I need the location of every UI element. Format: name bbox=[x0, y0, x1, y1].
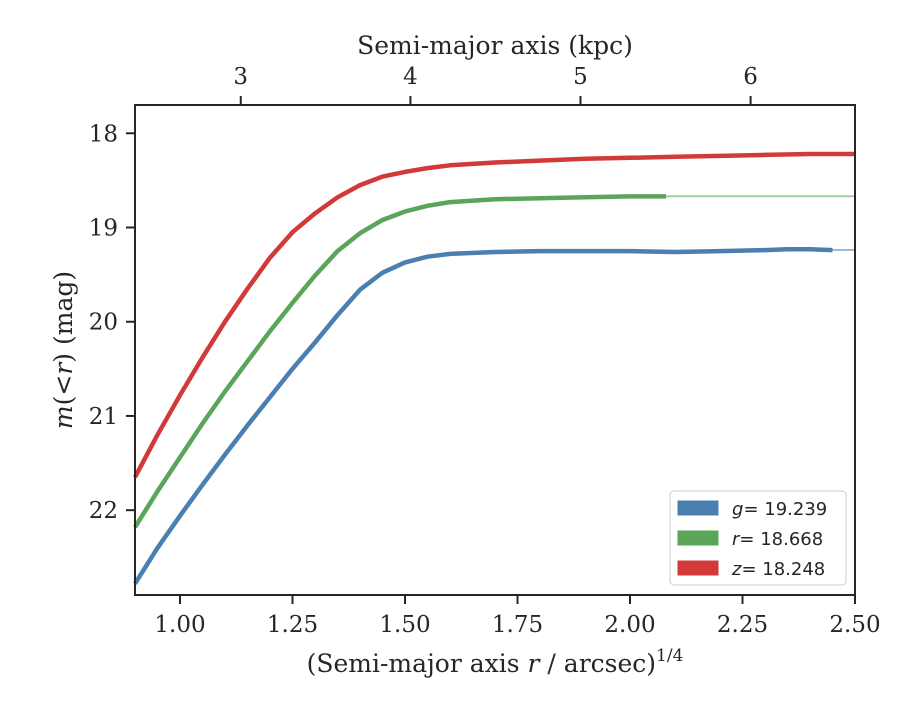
legend-label-g: g= 19.239 bbox=[732, 499, 827, 520]
y-axis-title: m(<r) (mag) bbox=[49, 271, 78, 429]
y-axis-title-unit: (mag) bbox=[49, 271, 78, 353]
y-axis-title-var: r bbox=[49, 361, 78, 375]
legend-swatch-g bbox=[677, 500, 719, 516]
legend-label-z: z= 18.248 bbox=[731, 559, 825, 580]
legend-value-z: = 18.248 bbox=[741, 559, 825, 580]
y-axis-title-func: m bbox=[49, 405, 78, 429]
x-tick-label: 1.75 bbox=[492, 612, 543, 638]
legend-value-g: = 19.239 bbox=[743, 499, 827, 520]
plot-frame bbox=[134, 104, 856, 596]
ticks-layer: 1.00 1.25 1.50 1.75 2.00 2.25 2.50 18 19 20 21 22 3 4… bbox=[89, 64, 881, 638]
x-axis-title-suffix: / arcsec) bbox=[539, 649, 656, 678]
x-axis-title: (Semi-major axis r / arcsec)1/4 bbox=[307, 646, 684, 678]
legend-value-r: = 18.668 bbox=[739, 529, 823, 550]
y-axis-title-lt: < bbox=[49, 375, 78, 396]
legend-swatch-r bbox=[677, 530, 719, 546]
curves-layer bbox=[133, 151, 855, 585]
legend-var-g: g bbox=[732, 499, 743, 520]
y-tick-label: 21 bbox=[89, 404, 118, 430]
y-tick-label: 19 bbox=[89, 216, 118, 242]
series-line-g bbox=[133, 246, 833, 585]
x2-tick-label: 3 bbox=[233, 64, 248, 90]
legend-swatch-z bbox=[677, 560, 719, 576]
y-tick-label: 18 bbox=[89, 121, 118, 147]
y-tick-label: 20 bbox=[89, 310, 118, 336]
y-axis-title-open: ( bbox=[49, 396, 78, 406]
x-tick-label: 2.25 bbox=[717, 612, 768, 638]
x-axis-title-prefix: (Semi-major axis bbox=[307, 649, 528, 678]
top-axis-title: Semi-major axis (kpc) bbox=[357, 31, 633, 60]
legend-label-r: r= 18.668 bbox=[732, 529, 823, 550]
legend-var-r: r bbox=[732, 529, 741, 550]
x2-tick-label: 4 bbox=[403, 64, 418, 90]
y-tick-label: 22 bbox=[89, 498, 118, 524]
legend-var-z: z bbox=[731, 559, 742, 580]
legend: g= 19.239 r= 18.668 z= 18.248 bbox=[669, 490, 847, 586]
x-tick-label: 2.00 bbox=[604, 612, 655, 638]
series-line-z bbox=[133, 151, 855, 479]
x-axis-title-exponent: 1/4 bbox=[656, 646, 683, 666]
x-axis-title-var: r bbox=[528, 649, 542, 678]
series-line-r bbox=[133, 194, 666, 529]
x-tick-label: 2.50 bbox=[829, 612, 880, 638]
y-axis-title-close: ) bbox=[49, 353, 78, 363]
x2-tick-label: 6 bbox=[743, 64, 758, 90]
x-tick-label: 1.25 bbox=[267, 612, 318, 638]
x-tick-label: 1.00 bbox=[154, 612, 205, 638]
x2-tick-label: 5 bbox=[573, 64, 588, 90]
x-tick-label: 1.50 bbox=[379, 612, 430, 638]
